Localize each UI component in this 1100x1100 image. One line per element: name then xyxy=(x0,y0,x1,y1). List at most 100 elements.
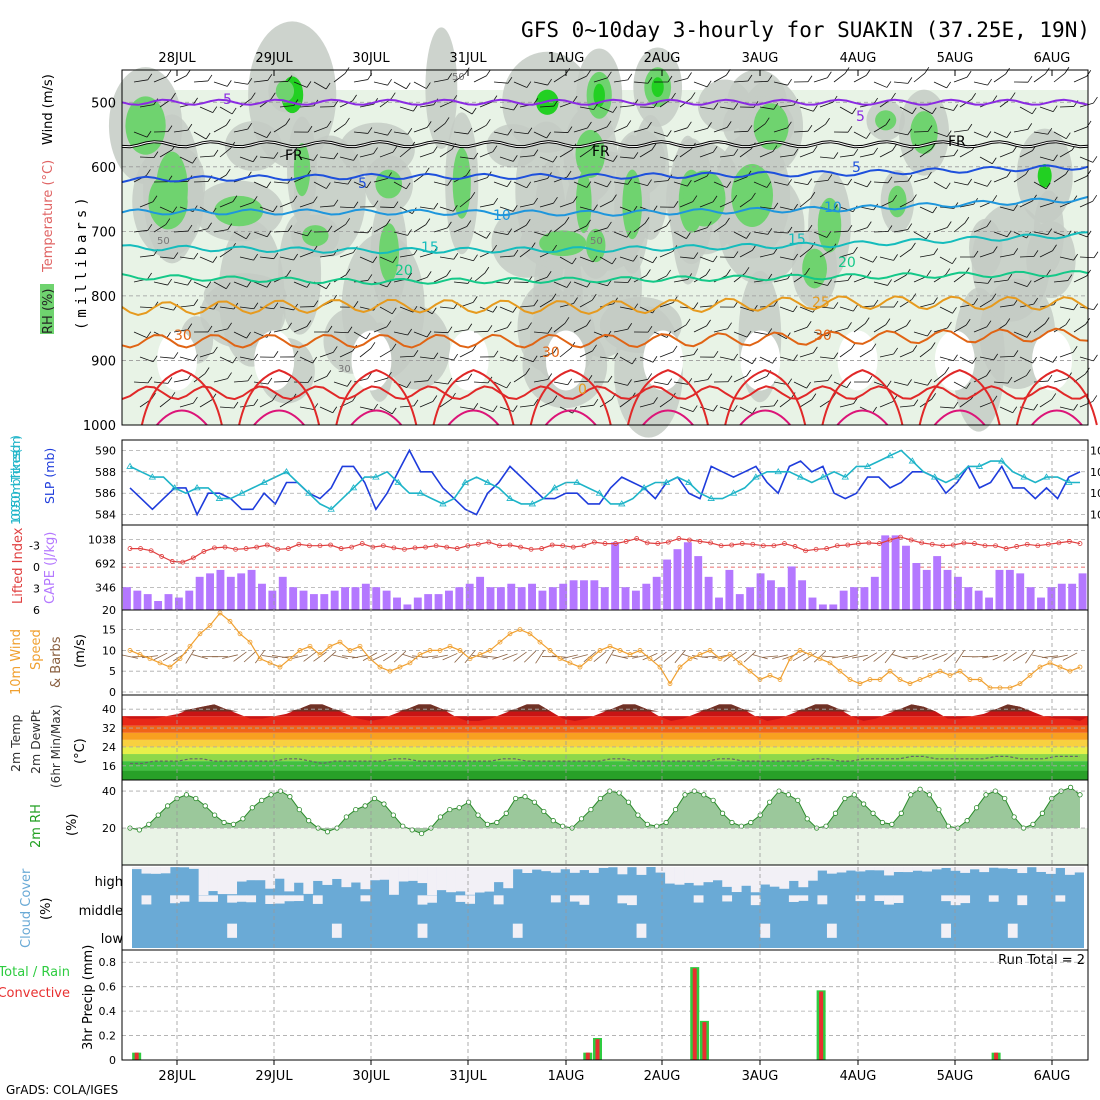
wind-barb xyxy=(773,179,792,186)
rh2m-marker xyxy=(146,821,152,827)
wind-barb-flag xyxy=(564,317,570,324)
wind10m-speed-marker xyxy=(577,664,583,670)
wind-barb xyxy=(879,300,899,308)
cape-ylabels: Lifted Index CAPE (J/kg) xyxy=(11,527,58,604)
temp2m-ylabel-a: 2m Temp xyxy=(8,715,23,772)
wind-barb-flag xyxy=(273,351,279,358)
thickness-marker xyxy=(752,473,760,480)
thickness-marker xyxy=(863,462,872,469)
wind-barb-flag xyxy=(225,168,231,176)
wind-barb-staff xyxy=(813,77,828,83)
wind-barb-flag xyxy=(386,280,392,288)
wind-barb-flag xyxy=(607,71,612,79)
cloud-clear-cell xyxy=(731,867,742,893)
time-label-bottom: 31JUL xyxy=(449,1069,487,1084)
wind-barb-flag xyxy=(513,355,518,362)
wind-barb-staff xyxy=(513,81,528,88)
temp-color-band xyxy=(122,739,1088,747)
rh2m-marker xyxy=(1030,821,1036,827)
wind10m-barb xyxy=(162,652,178,662)
wind-barb-staff xyxy=(573,127,588,133)
wind-barb-flag xyxy=(1086,269,1091,277)
wind-barb-flag xyxy=(927,125,933,132)
wind-barb xyxy=(613,178,633,185)
li-marker xyxy=(887,537,893,543)
wind-barb-staff xyxy=(1033,181,1047,190)
wind-barb-staff xyxy=(673,231,687,239)
wind10m-speed-marker xyxy=(887,668,893,674)
wind-barb xyxy=(1033,128,1053,135)
wind-barb xyxy=(979,353,999,361)
cape-bar xyxy=(465,583,474,610)
wind-barb-flag xyxy=(1027,123,1033,130)
wind-barb xyxy=(353,331,371,340)
wind10m-barb xyxy=(892,654,908,660)
wind-barb-flag xyxy=(773,103,779,110)
wind-barb-flag xyxy=(811,393,817,400)
wind10m-barb xyxy=(432,654,448,659)
cape-bar xyxy=(143,594,152,610)
wind-barb-flag xyxy=(946,221,952,228)
wind-barb xyxy=(799,346,818,358)
wind10m-barb xyxy=(632,654,648,659)
wind-barb-flag xyxy=(613,352,619,360)
wind10m-speed-marker xyxy=(377,664,383,670)
wind-barb-flag xyxy=(973,250,979,258)
wind-barb-staff xyxy=(453,379,468,383)
wind-barb-staff xyxy=(499,356,514,362)
wind-barb xyxy=(533,78,552,86)
thickness-marker xyxy=(148,473,157,480)
wind-barb-flag xyxy=(325,282,331,289)
wind-barb-staff xyxy=(1053,72,1066,83)
wind-barb-staff xyxy=(353,79,368,83)
wind-barb-flag xyxy=(586,181,592,188)
rh2m-marker xyxy=(823,823,829,829)
temperature-contour xyxy=(121,164,1089,184)
cape-bar xyxy=(445,590,453,610)
wind-barb xyxy=(373,219,391,233)
wind-barb-staff xyxy=(613,126,628,133)
wind-barb-staff xyxy=(353,231,368,234)
wind-barb xyxy=(939,256,957,265)
wind-barb xyxy=(399,104,418,112)
wind-barb-staff xyxy=(1039,356,1054,363)
wind-barb-flag xyxy=(266,230,272,237)
wind-barb-staff xyxy=(1059,406,1074,411)
wind-barb xyxy=(1059,346,1078,358)
wind-barb xyxy=(613,230,632,238)
wind-barb-flag xyxy=(327,225,333,232)
wind-barb-staff xyxy=(339,206,355,209)
thickness-marker xyxy=(260,478,268,485)
wind-barb-staff xyxy=(339,350,353,358)
wind10m-speed-marker xyxy=(837,668,843,674)
wind-barb xyxy=(473,325,493,333)
cape-bar xyxy=(870,576,879,610)
wind-barb-flag xyxy=(651,143,657,150)
wind-barb-staff xyxy=(1039,106,1054,113)
cape-bar xyxy=(247,569,256,610)
wind-barb-staff xyxy=(793,181,808,186)
wind-barb xyxy=(819,152,839,159)
wind-barb-staff xyxy=(1079,156,1094,163)
rh2m-marker xyxy=(926,792,933,798)
wind-barb-staff xyxy=(779,356,794,362)
wind-barb xyxy=(273,322,292,333)
wind10m-speed-marker xyxy=(817,656,823,662)
wind-barb-staff xyxy=(619,256,634,262)
wind-barb-staff xyxy=(173,75,187,83)
wind-barb-staff xyxy=(419,152,434,158)
wind-barb xyxy=(559,256,577,265)
wind10m-speed-marker xyxy=(457,648,463,653)
wind-barb xyxy=(359,256,378,263)
wind-barb-flag xyxy=(746,369,751,377)
wind-barb xyxy=(873,225,893,233)
li-marker xyxy=(676,536,682,541)
wind-barb-flag xyxy=(492,244,498,252)
contour-label: FR xyxy=(285,148,303,164)
wind-barb-flag xyxy=(492,405,498,412)
wind-barb-flag xyxy=(512,205,518,212)
cape-bar xyxy=(486,587,495,610)
wind-barb-flag xyxy=(967,123,973,131)
wind-barb-flag xyxy=(912,345,918,352)
wind-barb-staff xyxy=(1013,375,1027,383)
